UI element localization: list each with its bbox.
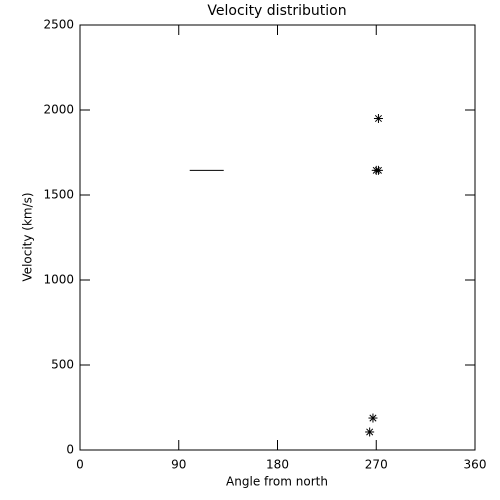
x-axis-label: Angle from north [226,475,328,489]
y-tick-label: 1500 [43,188,74,202]
x-tick-label: 180 [266,458,289,472]
x-tick-label: 0 [76,458,84,472]
chart-title: Velocity distribution [207,3,346,19]
asterisk-point [373,114,383,123]
y-axis-label: Velocity (km/s) [21,192,35,281]
asterisk-stroke [369,414,377,422]
asterisk-point [365,427,375,437]
y-tick-label: 2000 [43,103,74,117]
asterisk-stroke [374,114,382,123]
asterisk-point [373,165,383,175]
y-tick-label: 2500 [43,18,74,32]
asterisk-stroke [374,166,382,174]
y-tick-label: 0 [66,443,74,457]
asterisk-point [368,413,378,423]
asterisk-stroke [366,428,374,436]
y-tick-label: 1000 [43,273,74,287]
y-tick-label: 500 [51,358,74,372]
x-tick-label: 360 [464,458,487,472]
x-tick-label: 270 [365,458,388,472]
x-tick-label: 90 [171,458,186,472]
